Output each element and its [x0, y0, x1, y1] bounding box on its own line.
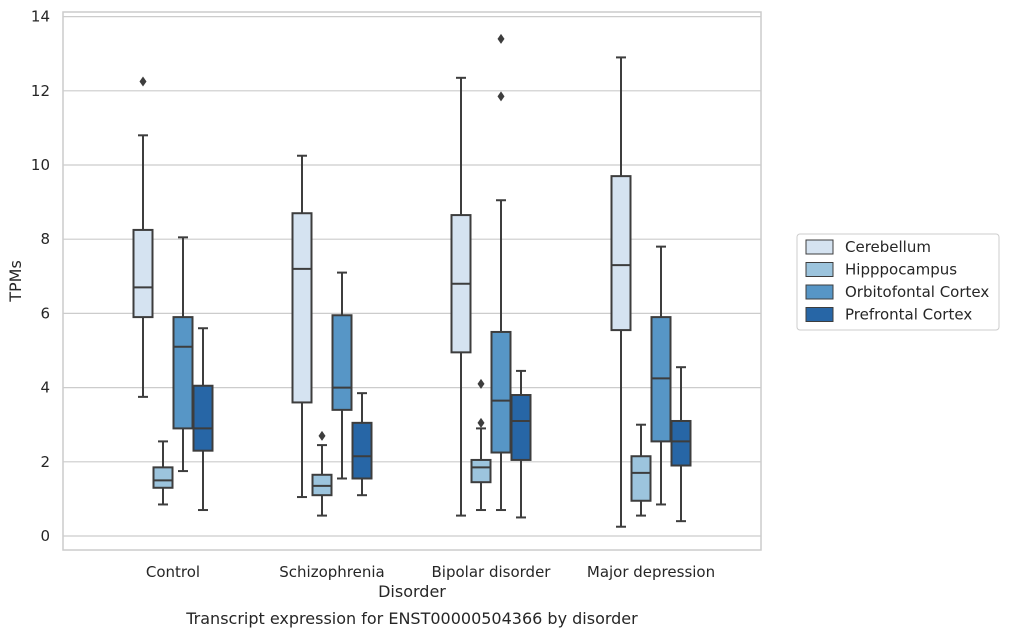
outlier-point — [477, 378, 485, 389]
legend-label: Cerebellum — [845, 238, 931, 256]
box-iqr — [670, 419, 692, 467]
box-iqr — [610, 175, 632, 332]
y-tick-label: 4 — [40, 379, 50, 397]
box-1-1 — [311, 430, 333, 517]
legend-swatch — [805, 262, 834, 277]
y-tick-label: 2 — [40, 453, 50, 471]
box-iqr — [192, 384, 214, 452]
legend-item: Prefrontal Cortex — [805, 306, 972, 324]
outlier-point — [318, 430, 326, 441]
y-tick-label: 10 — [31, 156, 50, 174]
legend: Cerebellum Hipppocampus Orbitofontal Corte… — [796, 233, 1000, 331]
box-1-3 — [630, 423, 652, 517]
box-2-2 — [490, 33, 512, 512]
x-tick-labels: Control Schizophrenia Bipolar disorder Majo… — [146, 563, 715, 581]
box-2-3 — [650, 245, 672, 506]
x-tick-label: Bipolar disorder — [432, 563, 552, 581]
legend-swatch — [805, 307, 834, 322]
grid-lines — [63, 16, 761, 537]
box-0-1 — [291, 154, 313, 499]
box-3-1 — [351, 392, 373, 497]
y-tick-label: 6 — [40, 304, 50, 322]
box-iqr — [331, 314, 353, 411]
outlier-point — [477, 417, 485, 428]
box-0-3 — [610, 56, 632, 528]
figure-caption: Transcript expression for ENST0000050436… — [185, 609, 638, 628]
legend-label: Prefrontal Cortex — [845, 306, 972, 324]
legend-swatch — [805, 284, 834, 300]
box-2-1 — [331, 271, 353, 480]
box-1-2 — [470, 378, 492, 512]
y-tick-label: 12 — [31, 82, 50, 100]
legend-frame — [796, 233, 1000, 331]
y-axis-label: TPMs — [6, 260, 25, 303]
box-0-2 — [450, 76, 472, 517]
y-tick-label: 8 — [40, 230, 50, 248]
box-3-3 — [670, 366, 692, 523]
box-iqr — [510, 394, 532, 461]
boxes — [132, 33, 692, 528]
outlier-point — [497, 91, 505, 102]
box-iqr — [351, 421, 373, 480]
x-tick-label: Major depression — [587, 563, 715, 581]
legend-item: Orbitofontal Cortex — [805, 283, 989, 301]
y-tick-labels: 0 2 4 6 8 10 12 14 — [31, 8, 50, 545]
legend-label: Orbitofontal Cortex — [845, 283, 989, 301]
outlier-point — [497, 33, 505, 44]
box-iqr — [172, 316, 194, 430]
box-2-0 — [172, 236, 194, 473]
y-tick-label: 14 — [31, 8, 50, 26]
outlier-point — [139, 76, 147, 87]
box-iqr — [490, 330, 512, 454]
box-0-0 — [132, 76, 154, 398]
box-iqr — [630, 455, 652, 502]
box-iqr — [470, 458, 492, 484]
legend-swatch — [805, 239, 834, 255]
box-3-0 — [192, 327, 214, 512]
x-tick-label: Control — [146, 563, 200, 581]
legend-item: Cerebellum — [805, 238, 931, 256]
legend-label: Hipppocampus — [845, 261, 957, 279]
box-iqr — [291, 212, 313, 404]
legend-item: Hipppocampus — [805, 261, 957, 279]
box-iqr — [132, 228, 154, 319]
y-tick-label: 0 — [40, 527, 50, 545]
box-iqr — [152, 466, 174, 489]
x-tick-label: Schizophrenia — [279, 563, 384, 581]
plot-frame — [62, 11, 762, 551]
x-axis-label: Disorder — [378, 582, 446, 601]
box-3-2 — [510, 369, 532, 519]
box-1-0 — [152, 440, 174, 506]
